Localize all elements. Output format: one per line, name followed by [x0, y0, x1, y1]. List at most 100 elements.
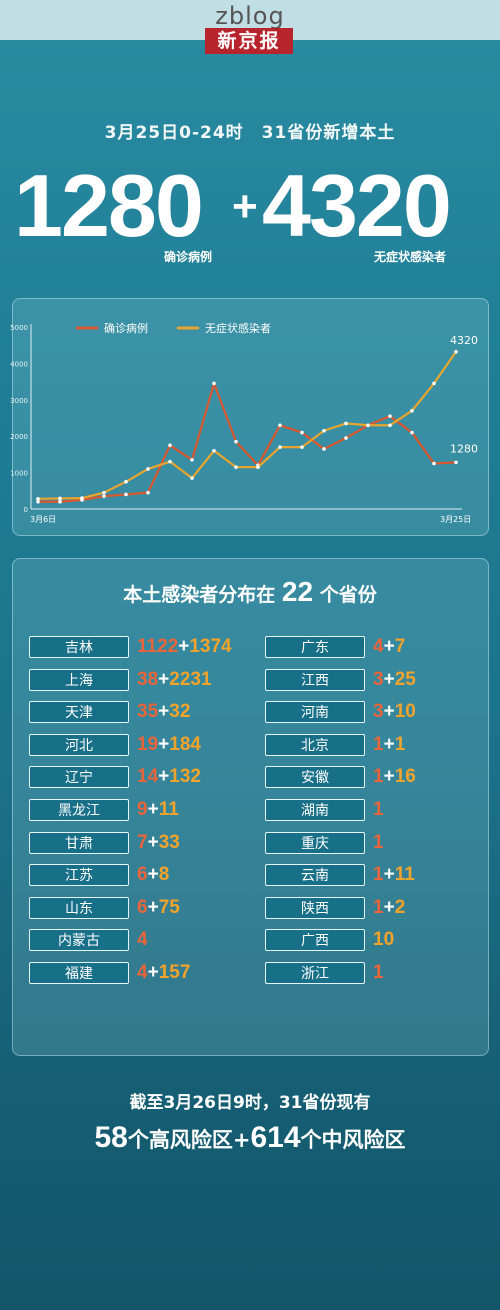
data-point: [344, 421, 348, 426]
distribution-title-pre: 本土感染者分布在: [123, 584, 276, 606]
province-row: 上海 38+2231: [29, 667, 229, 693]
data-point: [80, 496, 84, 500]
asymptomatic-cases: 25: [394, 668, 416, 690]
province-row: 吉林 1122+1374: [29, 636, 232, 658]
data-point: [102, 494, 106, 499]
province-name: 云南: [265, 864, 365, 887]
asymptomatic-cases: 157: [158, 962, 191, 983]
province-name: 安徽: [265, 766, 365, 789]
province-name: 吉林: [29, 636, 129, 658]
province-row: 广西 10: [265, 927, 465, 953]
data-point: [234, 465, 238, 469]
asymptomatic-cases: 2: [394, 896, 406, 918]
confirmed-cases: 7: [137, 831, 148, 853]
plus-sign: +: [158, 733, 170, 755]
confirmed-cases: 4: [373, 636, 384, 657]
asymptomatic-cases: 10: [373, 929, 395, 951]
province-counts: 4+7: [373, 634, 405, 660]
data-point: [410, 408, 414, 413]
confirmed-label: 确诊病例: [164, 250, 213, 264]
series-line: [38, 382, 457, 503]
province-counts: 35+32: [137, 699, 190, 725]
x-tick-label: 3月25日: [440, 515, 471, 524]
asymptomatic-cases: 132: [169, 766, 201, 788]
province-row: 云南 1+11: [265, 864, 465, 887]
headline-date: 3月25日0-24时: [104, 123, 244, 143]
data-point: [190, 476, 194, 480]
confirmed-cases: 4: [137, 962, 148, 983]
data-point: [300, 430, 304, 435]
confirmed-cases: 1: [373, 962, 384, 983]
distribution-title: 本土感染者分布在 22 个省份: [0, 576, 500, 608]
asymptomatic-cases: 2231: [169, 668, 212, 690]
province-name: 陕西: [265, 896, 365, 919]
headline-text: 31省份新增本土: [261, 123, 396, 143]
data-point: [36, 499, 40, 504]
data-point: [124, 479, 128, 484]
province-row: 天津 35+32: [29, 699, 229, 725]
confirmed-cases: 3: [373, 668, 384, 690]
asymptomatic-cases: 75: [158, 896, 180, 918]
data-point: [432, 381, 436, 386]
province-row: 江苏 6+8: [29, 862, 229, 888]
trend-chart: 0 1000 2000 3000 4000 5000 3月6日 3月25日 4320 1280 确诊…: [10, 321, 478, 524]
plus-sign: +: [383, 668, 395, 690]
province-row: 广东 4+7: [265, 636, 465, 658]
legend-label: 确诊病例: [104, 321, 148, 335]
footer-line2: 58个高风险区+614个中风险区: [0, 1121, 500, 1155]
data-point: [432, 461, 436, 466]
confirmed-cases: 35: [137, 701, 159, 723]
plus-sign: +: [158, 701, 170, 723]
mid-risk-count: 614: [250, 1121, 301, 1154]
province-row: 江西 3+25: [265, 667, 465, 693]
data-point: [58, 499, 62, 504]
province-counts: 10: [373, 927, 394, 953]
plus-sign: +: [383, 636, 395, 657]
data-point: [322, 447, 326, 451]
data-point: [146, 490, 150, 495]
province-counts: 6+8: [137, 862, 169, 888]
province-counts: 19+184: [137, 732, 201, 758]
province-counts: 1+1: [373, 732, 405, 758]
asymptomatic-cases: 16: [394, 766, 416, 788]
province-name: 黑龙江: [29, 799, 129, 821]
province-name: 广东: [265, 636, 365, 658]
confirmed-cases: 1: [373, 766, 384, 788]
province-counts: 7+33: [137, 830, 180, 856]
province-name: 福建: [29, 962, 129, 984]
province-row: 福建 4+157: [29, 962, 229, 984]
confirmed-cases: 1122: [137, 636, 179, 657]
confirmed-cases: 3: [373, 701, 384, 723]
confirmed-cases: 1: [373, 831, 384, 853]
province-counts: 38+2231: [137, 667, 212, 693]
province-row: 北京 1+1: [265, 732, 465, 758]
data-point: [300, 445, 304, 449]
province-name: 浙江: [265, 962, 365, 984]
province-counts: 3+25: [373, 667, 416, 693]
y-tick-label: 4000: [10, 360, 28, 368]
confirmed-cases: 1: [373, 896, 384, 918]
mid-risk-label: 个中风险区: [300, 1128, 406, 1152]
province-counts: 1+2: [373, 895, 405, 921]
legend-label: 无症状感染者: [205, 321, 271, 335]
data-point: [212, 381, 216, 386]
province-counts: 1: [373, 830, 384, 856]
y-tick-label: 3000: [10, 397, 28, 405]
province-name: 天津: [29, 701, 129, 724]
plus-sign: +: [158, 668, 170, 690]
confirmed-cases: 4: [137, 929, 148, 951]
province-row: 甘肃 7+33: [29, 830, 229, 856]
data-point: [256, 465, 260, 469]
asymptomatic-count: 4320: [262, 156, 452, 255]
headline: 3月25日0-24时 31省份新增本土: [0, 118, 500, 143]
high-risk-label: 个高风险区+: [127, 1128, 251, 1152]
confirmed-cases: 1: [373, 733, 384, 755]
plus-sign: +: [147, 799, 159, 820]
province-row: 湖南 1: [265, 799, 465, 821]
province-name: 江苏: [29, 864, 129, 887]
asymptomatic-cases: 11: [158, 799, 179, 820]
y-tick-label: 2000: [10, 433, 28, 441]
y-tick-label: 1000: [10, 470, 28, 478]
plus-sign: +: [158, 766, 170, 788]
data-point: [168, 443, 172, 448]
